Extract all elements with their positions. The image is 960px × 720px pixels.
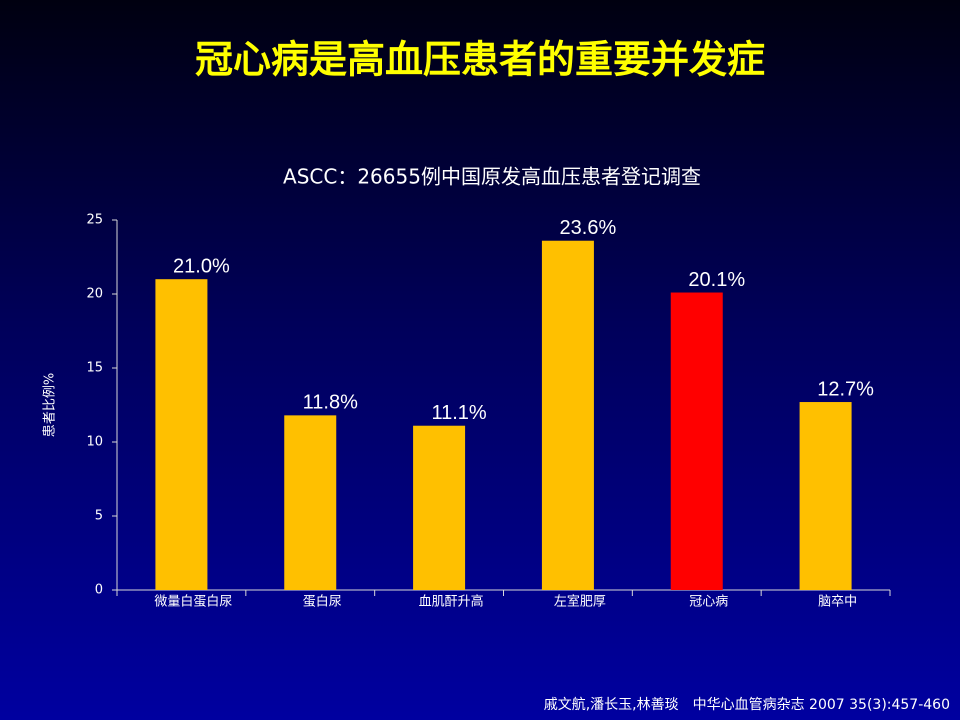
- chart-subtitle: ASCC：26655例中国原发高血压患者登记调查: [283, 165, 701, 189]
- y-tick-label: 0: [95, 583, 103, 598]
- x-tick-label: 微量白蛋白尿: [154, 594, 232, 610]
- y-axis-label: 患者比例%: [43, 373, 58, 437]
- x-tick-label: 左室肥厚: [554, 594, 606, 610]
- y-tick-label: 10: [86, 435, 103, 450]
- x-tick-label: 冠心病: [689, 595, 728, 610]
- bar: [799, 402, 852, 590]
- value-label: 23.6%: [560, 217, 617, 239]
- y-tick-label: 5: [95, 509, 103, 524]
- y-tick-label: 15: [86, 361, 103, 376]
- bar: [670, 292, 723, 590]
- x-tick-label: 蛋白尿: [303, 594, 342, 610]
- source-citation: 戚文航,潘长玉,林善琰 中华心血管病杂志 2007 35(3):457-460: [544, 697, 950, 713]
- bar: [413, 425, 466, 590]
- x-tick-label: 血肌酐升高: [419, 594, 484, 610]
- value-label: 12.7%: [817, 378, 874, 400]
- bar: [155, 279, 208, 590]
- value-label: 11.1%: [431, 402, 486, 424]
- y-tick-label: 25: [86, 213, 103, 228]
- slide-title: 冠心病是高血压患者的重要并发症: [195, 38, 765, 82]
- y-tick-label: 20: [86, 287, 103, 302]
- value-label: 21.0%: [173, 255, 230, 277]
- value-label: 20.1%: [688, 269, 745, 291]
- bar: [541, 240, 594, 590]
- bar: [284, 415, 337, 590]
- value-label: 11.8%: [303, 392, 358, 414]
- x-tick-label: 脑卒中: [818, 595, 857, 610]
